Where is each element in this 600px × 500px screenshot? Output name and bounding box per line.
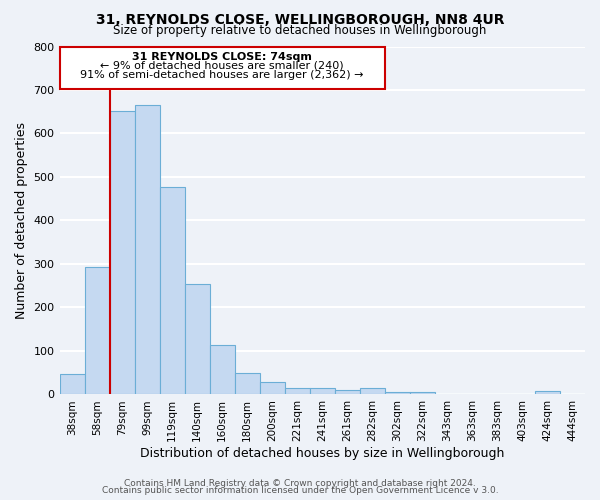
Text: Contains public sector information licensed under the Open Government Licence v : Contains public sector information licen… [101,486,499,495]
Bar [160,186,185,394]
Bar [335,390,360,394]
Bar [310,388,335,394]
Bar [535,391,560,394]
Text: Size of property relative to detached houses in Wellingborough: Size of property relative to detached ho… [113,24,487,37]
Bar [134,105,160,395]
Text: 31, REYNOLDS CLOSE, WELLINGBOROUGH, NN8 4UR: 31, REYNOLDS CLOSE, WELLINGBOROUGH, NN8 … [96,12,504,26]
Bar [360,388,385,394]
Bar [410,392,435,394]
Bar [260,382,285,394]
Text: Contains HM Land Registry data © Crown copyright and database right 2024.: Contains HM Land Registry data © Crown c… [124,478,476,488]
X-axis label: Distribution of detached houses by size in Wellingborough: Distribution of detached houses by size … [140,447,505,460]
Bar [235,373,260,394]
Bar [85,267,110,394]
Bar [209,346,235,395]
Text: 91% of semi-detached houses are larger (2,362) →: 91% of semi-detached houses are larger (… [80,70,364,80]
Text: 31 REYNOLDS CLOSE: 74sqm: 31 REYNOLDS CLOSE: 74sqm [132,52,312,62]
FancyBboxPatch shape [59,48,385,88]
Bar [185,284,209,395]
Y-axis label: Number of detached properties: Number of detached properties [15,122,28,319]
Bar [385,392,410,394]
Bar [110,112,134,395]
Text: ← 9% of detached houses are smaller (240): ← 9% of detached houses are smaller (240… [100,60,344,70]
Bar [59,374,85,394]
Bar [285,388,310,394]
